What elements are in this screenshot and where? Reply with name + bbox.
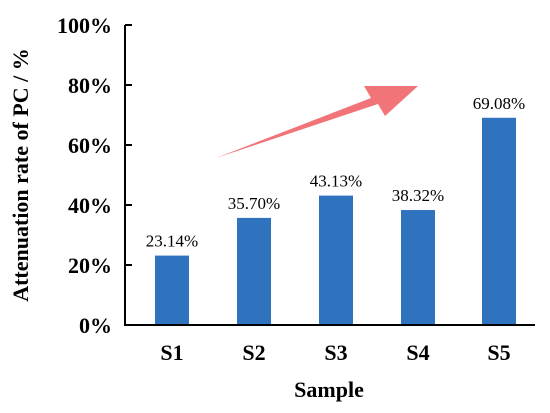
bar-s3 bbox=[319, 195, 353, 325]
x-tick-label-s4: S4 bbox=[406, 340, 429, 365]
x-tick-label-s3: S3 bbox=[324, 340, 347, 365]
y-tick-label: 60% bbox=[68, 133, 112, 158]
data-label-s2: 35.70% bbox=[228, 194, 280, 213]
x-tick-label-s2: S2 bbox=[242, 340, 265, 365]
bar-s4 bbox=[401, 210, 435, 325]
data-labels-group: 23.14% 35.70% 43.13% 38.32% 69.08% bbox=[146, 94, 525, 251]
data-label-s3: 43.13% bbox=[310, 172, 362, 191]
y-tick-label: 100% bbox=[57, 13, 112, 38]
y-axis-title: Attenuation rate of PC / % bbox=[8, 48, 33, 302]
x-axis-ticks-group: S1 S2 S3 S4 S5 bbox=[160, 340, 510, 365]
data-label-s4: 38.32% bbox=[392, 186, 444, 205]
y-axis-ticks-group: 0% 20% 40% 60% 80% 100% bbox=[57, 13, 132, 338]
bar-s1 bbox=[155, 255, 189, 325]
trend-arrow bbox=[216, 86, 418, 158]
x-axis-title: Sample bbox=[294, 377, 364, 402]
x-tick-label-s5: S5 bbox=[487, 340, 510, 365]
x-tick-label-s1: S1 bbox=[160, 340, 183, 365]
data-label-s5: 69.08% bbox=[473, 94, 525, 113]
y-tick-label: 0% bbox=[79, 313, 112, 338]
bars-group bbox=[155, 117, 516, 325]
y-tick-label: 80% bbox=[68, 73, 112, 98]
data-label-s1: 23.14% bbox=[146, 232, 198, 251]
bar-s2 bbox=[237, 217, 271, 325]
y-tick-label: 20% bbox=[68, 253, 112, 278]
bar-s5 bbox=[482, 117, 516, 325]
y-tick-label: 40% bbox=[68, 193, 112, 218]
